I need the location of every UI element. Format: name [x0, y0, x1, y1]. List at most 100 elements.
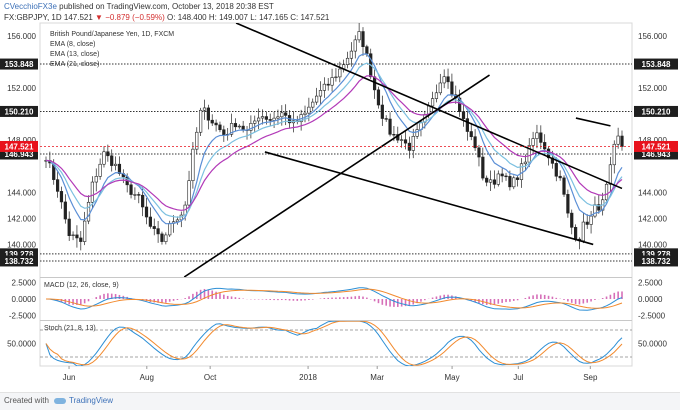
candle-body: [585, 221, 589, 225]
candle-body: [233, 123, 238, 128]
candle-body: [113, 163, 118, 166]
candle-body: [168, 223, 172, 236]
candle-body: [280, 112, 284, 118]
candle-body: [117, 163, 122, 174]
candle-body: [164, 234, 168, 242]
candle-body: [284, 112, 288, 116]
author-name[interactable]: CVecchioFX3e: [4, 2, 57, 11]
ema-8-line: [45, 53, 623, 225]
candle-body: [481, 156, 485, 179]
ema-21-line: [45, 75, 623, 211]
current-price-label: 147.521: [5, 142, 34, 151]
price-level-label: 146.943: [642, 150, 671, 159]
candle-body: [102, 151, 106, 165]
trendline: [575, 117, 611, 127]
candle-body: [129, 184, 133, 195]
candle-body: [434, 92, 439, 99]
candle-body: [492, 179, 497, 185]
candle-body: [604, 183, 609, 201]
candle-body: [380, 104, 384, 119]
candle-body: [264, 116, 268, 120]
candle-body: [237, 125, 241, 128]
candle-body: [450, 81, 454, 96]
candle-body: [144, 206, 149, 218]
candle-body: [616, 135, 620, 145]
stoch-k-line: [45, 321, 623, 366]
trendline: [235, 23, 623, 190]
ohlc-values: O: 148.400 H: 149.007 L: 147.165 C: 147.…: [167, 13, 330, 22]
x-tick-label: Mar: [370, 373, 384, 382]
candle-body: [311, 101, 315, 108]
candle-body: [326, 83, 330, 86]
current-price-label: 147.521: [642, 142, 671, 151]
candle-body: [558, 175, 562, 179]
x-tick-label: Sep: [583, 373, 598, 382]
candle-body: [90, 181, 94, 203]
legend-ema8: EMA (8, close): [50, 41, 96, 48]
candle-body: [94, 176, 98, 183]
candle-body: [527, 145, 531, 163]
current-price-box: [634, 140, 678, 152]
candle-body: [388, 118, 392, 135]
price-level-label: 138.732: [642, 257, 671, 266]
candle-body: [581, 221, 585, 242]
price-level-box: [0, 148, 38, 160]
publish-info: published on TradingView.com, October 13…: [59, 2, 274, 11]
candle-body: [191, 148, 195, 181]
candle-body: [202, 107, 207, 111]
x-tick-label: Jul: [513, 373, 523, 382]
price-level-label: 138.732: [5, 257, 34, 266]
current-price-box: [0, 140, 38, 152]
candle-body: [222, 129, 226, 136]
candle-body: [260, 116, 265, 119]
candle-body: [268, 119, 272, 121]
candle-body: [106, 151, 110, 157]
footer-created-with: Created with: [4, 396, 49, 405]
legend-ema21: EMA (21, close): [50, 61, 99, 68]
candle-body: [608, 164, 613, 185]
candle-body: [152, 226, 156, 229]
candle-body: [620, 135, 624, 147]
price-level-box: [0, 255, 38, 267]
y-tick-label-right: 140.000: [638, 240, 667, 249]
candle-body: [322, 83, 326, 91]
candle-body: [430, 98, 435, 107]
candle-body: [496, 173, 500, 185]
candle-body: [365, 46, 369, 55]
candle-body: [500, 173, 504, 177]
candle-body: [531, 138, 535, 146]
candle-body: [353, 39, 357, 52]
candle-body: [79, 237, 83, 242]
price-level-label: 153.848: [5, 60, 34, 69]
x-tick-label: May: [445, 373, 460, 382]
candle-body: [562, 177, 566, 195]
candle-body: [612, 143, 616, 166]
candle-body: [438, 82, 442, 94]
footer-brand[interactable]: TradingView: [69, 396, 114, 405]
macd-tick-right: 0.0000: [638, 295, 663, 304]
y-tick-label-right: 156.000: [638, 32, 667, 41]
candle-body: [253, 120, 257, 124]
candle-body: [442, 76, 446, 84]
macd-label: MACD (12, 26, close, 9): [44, 282, 119, 289]
y-tick-label-right: 152.000: [638, 84, 667, 93]
candle-body: [315, 95, 319, 103]
candle-body: [504, 175, 508, 178]
candle-body: [566, 194, 570, 214]
macd-tick-left: -2.5000: [9, 311, 37, 320]
candle-body: [411, 135, 415, 151]
candle-body: [338, 68, 342, 78]
trendline: [264, 151, 594, 246]
candle-body: [554, 163, 558, 177]
macd-tick-right: -2.5000: [638, 311, 666, 320]
footer: Created with TradingView: [0, 392, 680, 410]
x-tick-label: Aug: [140, 373, 154, 382]
price-level-label: 150.210: [5, 107, 34, 116]
price-level-box: [634, 148, 678, 160]
candle-body: [67, 218, 71, 236]
candle-body: [229, 123, 234, 135]
candle-body: [330, 77, 334, 86]
legend-title: British Pound/Japanese Yen, 1D, FXCM: [50, 31, 174, 38]
